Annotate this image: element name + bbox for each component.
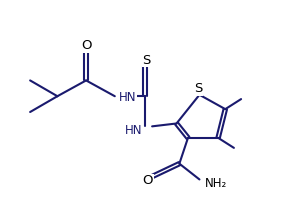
Text: O: O bbox=[143, 174, 153, 187]
Text: HN: HN bbox=[125, 124, 142, 137]
Text: S: S bbox=[194, 82, 202, 95]
Text: S: S bbox=[142, 54, 151, 67]
Text: HN: HN bbox=[119, 91, 137, 104]
Text: O: O bbox=[81, 39, 91, 52]
Text: NH₂: NH₂ bbox=[205, 177, 228, 190]
